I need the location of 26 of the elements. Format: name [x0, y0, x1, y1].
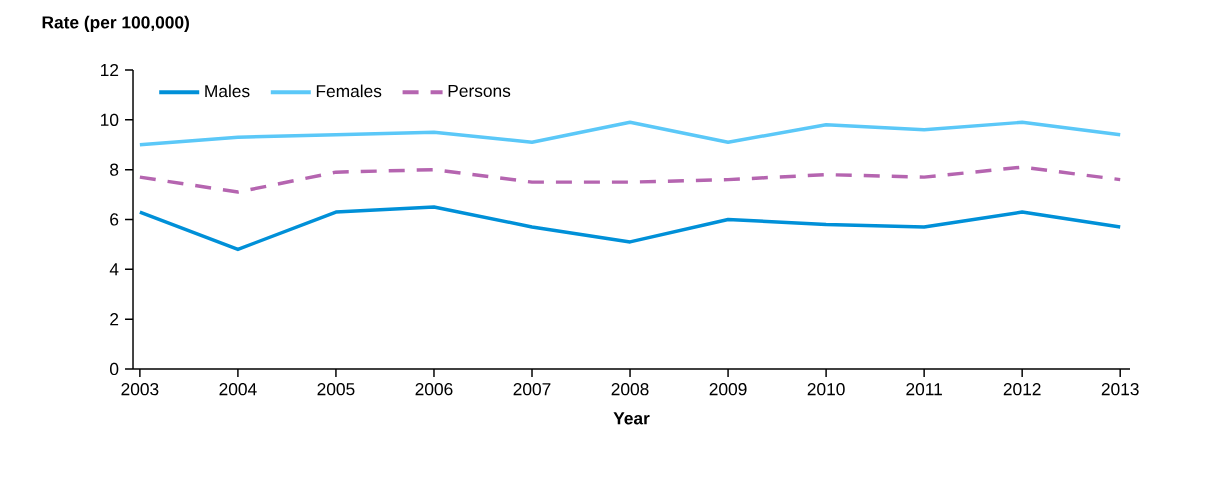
x-tick-label: 2008 [611, 383, 649, 396]
legend-label: Males [205, 84, 250, 98]
line-series [138, 165, 1122, 194]
x-tick-label: 2006 [415, 383, 453, 396]
x-tick-label: 2005 [317, 383, 355, 396]
legend-label: Persons [448, 84, 511, 97]
line-series [138, 120, 1122, 147]
y-tick-label: 12 [101, 63, 119, 77]
x-tick-label: 2003 [121, 383, 159, 396]
legend-label: Females [316, 84, 382, 98]
x-tick-label: 2009 [709, 383, 747, 396]
y-tick-label: 4 [109, 263, 119, 276]
y-tick-label: 10 [101, 113, 119, 126]
x-tick-label: 2004 [219, 383, 257, 396]
line-series [138, 205, 1122, 252]
x-tick-label: 2010 [807, 383, 845, 396]
y-tick-label: 0 [110, 362, 119, 376]
x-axis-title: Year [613, 412, 650, 425]
x-tick-label: 2011 [906, 383, 942, 396]
x-tick-label: 2007 [513, 383, 551, 396]
x-tick-label: 2013 [1101, 383, 1139, 396]
y-tick-label: 6 [110, 213, 119, 226]
x-tick-label: 2012 [1003, 383, 1041, 396]
y-tick-label: 8 [110, 163, 119, 176]
y-tick-label: 2 [110, 313, 119, 326]
y-axis-title: Rate (per 100,000) [42, 15, 189, 32]
